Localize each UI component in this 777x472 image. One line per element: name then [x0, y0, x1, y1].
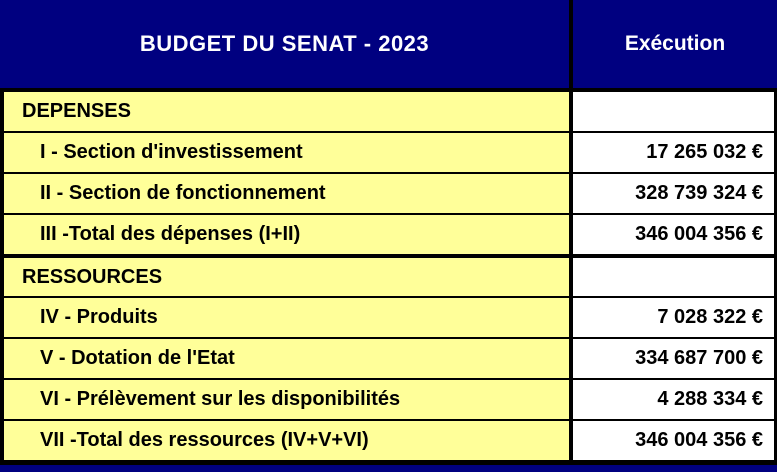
row-value: 346 004 356 €	[573, 214, 774, 254]
execution-column-header: Exécution	[624, 32, 726, 55]
table-header-row: BUDGET DU SENAT - 2023 Exécution	[0, 0, 777, 92]
table-row: I - Section d'investissement 17 265 032 …	[4, 132, 774, 174]
row-value: 328 739 324 €	[573, 173, 774, 213]
row-label: VII -Total des ressources (IV+V+VI)	[4, 421, 573, 461]
table-row: III -Total des dépenses (I+II) 346 004 3…	[4, 214, 774, 256]
row-label: III -Total des dépenses (I+II)	[4, 214, 573, 254]
row-label: DEPENSES	[4, 92, 573, 131]
row-value: 4 288 334 €	[573, 380, 774, 420]
row-value	[573, 92, 774, 131]
footer-strip	[0, 460, 777, 472]
row-value	[573, 257, 774, 297]
row-value: 346 004 356 €	[573, 421, 774, 461]
row-label: II - Section de fonctionnement	[4, 173, 573, 213]
row-value: 334 687 700 €	[573, 339, 774, 379]
row-value: 17 265 032 €	[573, 132, 774, 172]
table-row: V - Dotation de l'Etat 334 687 700 €	[4, 339, 774, 381]
row-label: IV - Produits	[4, 298, 573, 338]
row-label: VI - Prélèvement sur les disponibilités	[4, 380, 573, 420]
row-label: I - Section d'investissement	[4, 132, 573, 172]
row-label: V - Dotation de l'Etat	[4, 339, 573, 379]
table-row: II - Section de fonctionnement 328 739 3…	[4, 173, 774, 215]
table-row: DEPENSES	[4, 92, 774, 133]
table-row: VI - Prélèvement sur les disponibilités …	[4, 380, 774, 422]
table-title: BUDGET DU SENAT - 2023	[0, 0, 573, 88]
table-body: DEPENSES I - Section d'investissement 17…	[0, 92, 777, 461]
table-row: RESSOURCES	[4, 255, 774, 299]
table-row: VII -Total des ressources (IV+V+VI) 346 …	[4, 421, 774, 461]
row-label: RESSOURCES	[4, 257, 573, 297]
table-row: IV - Produits 7 028 322 €	[4, 298, 774, 340]
row-value: 7 028 322 €	[573, 298, 774, 338]
